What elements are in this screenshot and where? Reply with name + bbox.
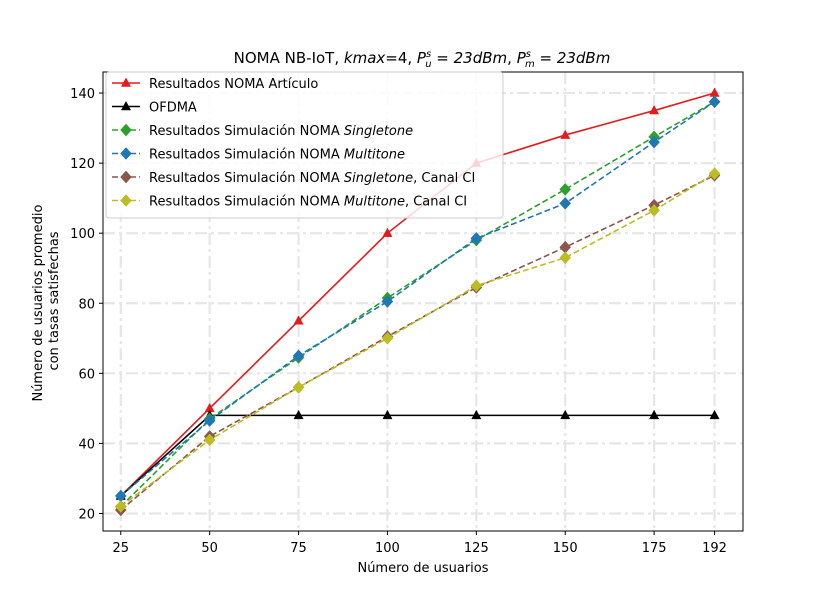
data-point-marker: [470, 279, 483, 293]
data-point-marker: [559, 183, 572, 196]
data-point-marker: [293, 315, 304, 325]
legend-label-part: Multitone: [344, 148, 405, 163]
data-point-marker: [120, 123, 132, 137]
y-tick-label: 20: [78, 507, 95, 522]
title-main: NOMA NB-IoT,: [234, 49, 344, 67]
legend-label-part: , Canal CI: [405, 195, 467, 210]
title-pu: P: [417, 49, 427, 67]
data-point-marker: [648, 135, 660, 149]
series-line: [120, 174, 715, 511]
x-tick-label: 192: [702, 541, 727, 556]
title-pu-value: = 23dBm: [432, 49, 508, 67]
legend-label-part: Resultados Simulación NOMA: [149, 195, 344, 210]
series-line: [120, 101, 715, 497]
legend-label-part: OFDMA: [149, 101, 197, 116]
data-point-marker: [292, 380, 305, 394]
legend-label-part: Resultados Simulación NOMA: [149, 148, 344, 163]
data-point-marker: [381, 295, 394, 308]
y-tick-label: 140: [70, 87, 95, 102]
data-point-marker: [559, 251, 572, 265]
y-tick-label: 60: [78, 367, 95, 382]
title-pm-sub: m: [525, 59, 535, 70]
y-axis-label-line-2: con tasas satisfechas: [47, 231, 62, 370]
data-point-marker: [382, 227, 393, 237]
legend-item: Resultados Simulación NOMA Singletone, C…: [112, 170, 475, 186]
legend-label-part: , Canal CI: [413, 171, 475, 186]
x-tick-label: 25: [113, 541, 130, 556]
data-point-marker: [560, 409, 571, 420]
legend: Resultados NOMA Artículo OFDMA Resultados …: [105, 71, 504, 219]
data-point-marker: [120, 194, 132, 207]
legend-label: Resultados Simulación NOMA Singletone, C…: [149, 171, 475, 186]
data-point-marker: [471, 409, 482, 420]
x-tick-label: 50: [201, 541, 218, 556]
x-tick-label: 125: [464, 541, 489, 556]
title-pm-value: = 23dBm: [535, 49, 611, 67]
y-axis-label-line-1: Número de usuarios promedio: [31, 205, 46, 402]
legend-label-part: Resultados NOMA Artículo: [149, 77, 318, 92]
data-point-marker: [203, 433, 216, 447]
y-tick-label: 120: [70, 157, 95, 172]
data-point-marker: [649, 409, 660, 420]
legend-label: Resultados Simulación NOMA Multitone, Ca…: [149, 195, 467, 210]
x-tick-label: 100: [375, 541, 400, 556]
legend-label: Resultados NOMA Artículo: [149, 77, 318, 92]
data-point-marker: [114, 500, 127, 513]
legend-label-part: Singletone: [344, 124, 413, 139]
y-axis-label: Número de usuarios promedio con tasas sa…: [31, 200, 62, 401]
series-line: [120, 414, 715, 497]
legend-label-part: Multitone: [344, 195, 405, 210]
data-point-marker: [120, 100, 132, 111]
x-axis-label: Número de usuarios: [357, 561, 488, 576]
legend-item: Resultados Simulación NOMA Singletone: [112, 123, 413, 139]
data-point-marker: [708, 167, 721, 180]
title-kmax: kmax: [344, 49, 385, 67]
data-point-marker: [560, 129, 571, 139]
legend-item: OFDMA: [112, 101, 197, 116]
data-point-marker: [649, 105, 660, 115]
title-pm-sup: s: [526, 49, 531, 60]
legend-label-part: Singletone: [344, 171, 413, 186]
series-line: [120, 101, 715, 508]
data-point-marker: [293, 409, 304, 420]
x-tick-label: 175: [642, 541, 667, 556]
data-point-marker: [292, 349, 305, 363]
axis-ticks: 25 50 75 100 125 150 175 192 20 40 60 80 100 120 140: [70, 87, 727, 556]
title-kmax-value: =4,: [385, 49, 417, 67]
x-tick-label: 150: [553, 541, 578, 556]
series-6: [114, 167, 721, 513]
series-line: [120, 172, 715, 508]
legend-label: OFDMA: [149, 101, 197, 116]
data-point-marker: [120, 147, 132, 160]
legend-box: [105, 71, 504, 219]
legend-label: Resultados Simulación NOMA Multitone: [149, 148, 405, 163]
data-point-marker: [381, 331, 394, 345]
legend-label-part: Resultados Simulación NOMA: [149, 124, 344, 139]
legend-item: Resultados NOMA Artículo: [112, 77, 318, 92]
legend-label: Resultados Simulación NOMA Singletone: [149, 124, 413, 139]
y-tick-label: 80: [78, 297, 95, 312]
data-point-marker: [382, 409, 393, 420]
data-point-marker: [648, 204, 660, 217]
data-point-marker: [708, 95, 721, 109]
series-4: [114, 95, 721, 503]
title-pm: P: [517, 49, 527, 67]
data-point-marker: [120, 170, 132, 184]
y-tick-label: 100: [70, 227, 95, 242]
data-point-marker: [559, 197, 572, 210]
title-pu-sup: s: [426, 49, 431, 60]
data-point-marker: [203, 414, 216, 427]
legend-item: Resultados Simulación NOMA Multitone, Ca…: [112, 194, 467, 210]
data-point-marker: [120, 77, 132, 87]
x-tick-label: 75: [290, 541, 307, 556]
legend-item: Resultados Simulación NOMA Multitone: [112, 147, 405, 163]
chart-title: NOMA NB-IoT, kmax=4, Ps u = 23dBm, Ps m = …: [234, 49, 611, 70]
title-pu-sub: u: [425, 59, 431, 70]
data-point-marker: [470, 232, 483, 245]
data-point-marker: [709, 409, 720, 420]
y-tick-label: 40: [78, 437, 95, 452]
title-separator: ,: [507, 49, 517, 67]
legend-label-part: Resultados Simulación NOMA: [149, 171, 344, 186]
